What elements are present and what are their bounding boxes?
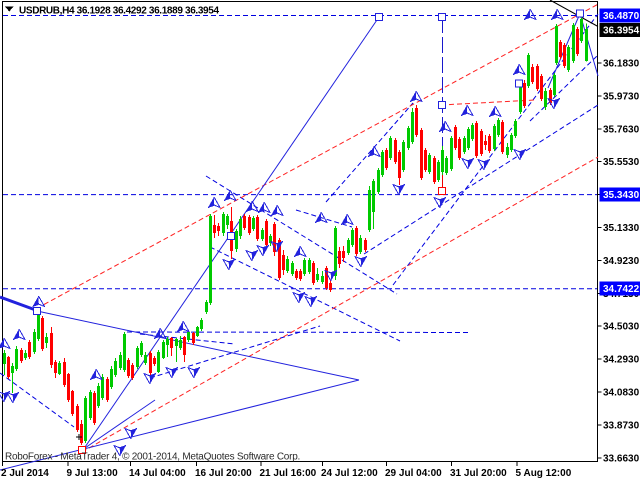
svg-text:5 Aug 12:00: 5 Aug 12:00 — [516, 468, 572, 479]
svg-text:36.3954: 36.3954 — [603, 26, 640, 37]
svg-text:34.7422: 34.7422 — [603, 284, 640, 295]
svg-text:14 Jul 04:00: 14 Jul 04:00 — [129, 468, 186, 479]
svg-text:34.2930: 34.2930 — [603, 355, 640, 366]
svg-text:33.6630: 33.6630 — [603, 453, 640, 464]
svg-text:29 Jul 04:00: 29 Jul 04:00 — [385, 468, 442, 479]
svg-text:21 Jul 16:00: 21 Jul 16:00 — [260, 468, 317, 479]
svg-text:9 Jul 13:00: 9 Jul 13:00 — [67, 468, 119, 479]
svg-text:36.1830: 36.1830 — [603, 59, 640, 70]
svg-text:34.0830: 34.0830 — [603, 388, 640, 399]
svg-text:35.1330: 35.1330 — [603, 223, 640, 234]
svg-text:36.4870: 36.4870 — [603, 11, 640, 22]
svg-text:16 Jul 20:00: 16 Jul 20:00 — [195, 468, 252, 479]
svg-text:24 Jul 12:00: 24 Jul 12:00 — [321, 468, 378, 479]
svg-text:RoboForex - MetaTrader 4, © 20: RoboForex - MetaTrader 4, © 2001-2014, M… — [5, 452, 300, 463]
svg-text:31 Jul 20:00: 31 Jul 20:00 — [450, 468, 507, 479]
svg-text:35.7630: 35.7630 — [603, 124, 640, 135]
svg-text:34.5030: 34.5030 — [603, 322, 640, 333]
svg-text:35.5530: 35.5530 — [603, 157, 640, 168]
svg-text:35.9730: 35.9730 — [603, 91, 640, 102]
svg-text:USDRUB,H4 36.1928 36.4292 36.: USDRUB,H4 36.1928 36.4292 36.1889 36.395… — [19, 6, 219, 17]
svg-text:2 Jul 2014: 2 Jul 2014 — [1, 468, 49, 479]
svg-text:34.9230: 34.9230 — [603, 256, 640, 267]
svg-text:35.3430: 35.3430 — [603, 190, 640, 201]
svg-text:33.8730: 33.8730 — [603, 420, 640, 431]
